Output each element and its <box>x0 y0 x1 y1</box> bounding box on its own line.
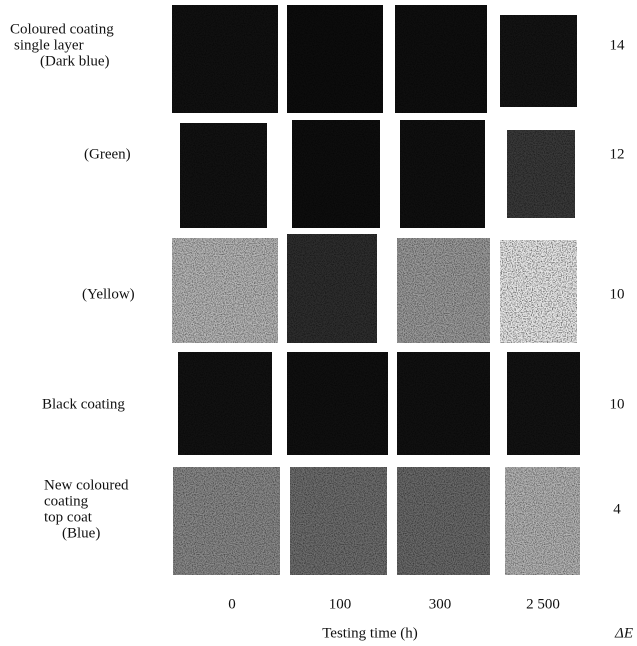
x-axis-label: Testing time (h) <box>322 625 418 641</box>
row-label: (Blue) <box>62 525 100 541</box>
row-label: Black coating <box>42 396 125 412</box>
swatch-texture <box>397 238 490 343</box>
column-label: 0 <box>228 596 236 612</box>
swatch-texture <box>507 352 580 455</box>
swatch-texture <box>287 352 388 455</box>
row-label: Coloured coating <box>10 21 114 37</box>
swatch-grid <box>172 5 580 575</box>
row-label: top coat <box>44 509 93 525</box>
delta-e-value: 10 <box>610 286 625 302</box>
delta-e-value: 12 <box>610 146 625 162</box>
delta-e-value: 4 <box>613 501 621 517</box>
swatch-texture <box>395 5 487 113</box>
swatch-texture <box>287 234 377 343</box>
swatch-texture <box>507 130 575 218</box>
swatch-texture <box>397 467 490 575</box>
swatch-texture <box>397 352 490 455</box>
swatch-texture <box>287 5 383 113</box>
row-label: (Yellow) <box>82 286 135 302</box>
row-label: (Dark blue) <box>40 53 110 69</box>
swatch-texture <box>290 467 387 575</box>
swatch-texture <box>172 238 278 343</box>
swatch-texture <box>500 240 577 343</box>
column-label: 2 500 <box>526 596 560 612</box>
row-label: New coloured <box>44 477 129 493</box>
swatch-texture <box>180 123 267 228</box>
swatch-texture <box>292 120 380 228</box>
delta-e-label: ΔE <box>614 625 633 641</box>
delta-e-value: 14 <box>610 37 626 53</box>
swatch-texture <box>500 15 577 107</box>
row-label: single layer <box>14 37 84 53</box>
column-label: 300 <box>429 596 452 612</box>
row-label: coating <box>44 493 89 509</box>
swatch-texture <box>178 352 272 455</box>
swatch-texture <box>172 5 278 113</box>
row-label: (Green) <box>84 146 131 162</box>
swatch-texture <box>505 467 580 575</box>
swatch-texture <box>173 467 280 575</box>
column-label: 100 <box>329 596 352 612</box>
delta-e-value: 10 <box>610 396 625 412</box>
swatch-texture <box>400 120 485 228</box>
